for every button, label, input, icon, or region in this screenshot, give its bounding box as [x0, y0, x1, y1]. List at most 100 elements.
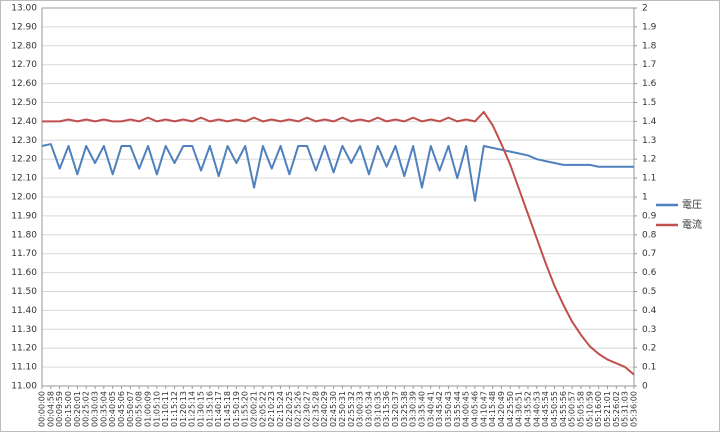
x-tick-label: 05:16:00	[594, 391, 603, 427]
y2-tick-label: 1.9	[642, 22, 657, 32]
y-tick-label: 13.00	[11, 4, 37, 14]
y-tick-label: 12.70	[11, 60, 37, 70]
legend-label: 電流	[682, 218, 702, 231]
x-tick-label: 03:00:33	[356, 391, 365, 427]
y-tick-label: 12.90	[11, 22, 37, 32]
plot-border	[41, 7, 635, 387]
y-tick-label: 11.50	[11, 287, 37, 297]
y2-tick-label: 1.3	[642, 136, 656, 146]
y2-tick-label: 0.4	[642, 306, 657, 316]
y2-tick-label: 1.7	[642, 60, 656, 70]
y2-tick-label: 0.3	[642, 325, 656, 335]
x-tick-label: 00:00:00	[38, 391, 47, 427]
y-tick-label: 12.60	[11, 79, 37, 89]
x-tick-label: 02:05:22	[258, 391, 267, 427]
y-tick-label: 12.30	[11, 136, 37, 146]
y-tick-label: 11.20	[11, 344, 37, 354]
x-tick-label: 04:05:46	[470, 391, 479, 427]
y2-tick-label: 1.1	[642, 174, 656, 184]
x-tick-label: 01:40:17	[214, 391, 223, 427]
x-tick-label: 01:20:13	[179, 391, 188, 427]
x-tick-label: 00:40:05	[108, 391, 117, 427]
x-tick-label: 01:30:15	[197, 391, 206, 427]
x-tick-label: 04:45:54	[541, 391, 550, 427]
y-tick-label: 12.40	[11, 117, 37, 127]
x-tick-label: 03:25:38	[400, 391, 409, 427]
y-tick-label: 11.30	[11, 325, 37, 335]
x-tick-label: 03:20:37	[391, 391, 400, 427]
x-tick-label: 01:45:18	[223, 391, 232, 427]
x-tick-label: 03:45:42	[435, 391, 444, 427]
y-tick-label: 11.00	[11, 382, 37, 392]
y-tick-label: 12.20	[11, 155, 37, 165]
y-tick-label: 11.70	[11, 249, 37, 259]
x-tick-label: 03:10:35	[373, 391, 382, 427]
x-tick-label: 01:35:16	[205, 391, 214, 427]
x-tick-label: 04:55:56	[559, 391, 568, 427]
x-tick-label: 05:00:57	[568, 391, 577, 427]
x-tick-label: 02:10:23	[267, 391, 276, 427]
x-tick-label: 05:05:58	[576, 391, 585, 427]
x-tick-label: 00:45:06	[117, 391, 126, 427]
x-tick-label: 00:35:04	[99, 391, 108, 427]
y2-tick-label: 0.8	[642, 230, 657, 240]
series-line	[41, 143, 634, 202]
y2-tick-label: 1.8	[642, 41, 657, 51]
y-tick-label: 11.40	[11, 306, 37, 316]
x-tick-label: 02:40:29	[320, 391, 329, 427]
y-tick-label: 11.80	[11, 230, 37, 240]
x-tick-label: 01:00:09	[144, 391, 153, 427]
x-tick-label: 01:55:20	[241, 391, 250, 427]
x-tick-label: 04:40:53	[532, 391, 541, 427]
y2-tick-label: 2	[642, 4, 648, 14]
y2-tick-label: 0.1	[642, 363, 656, 373]
y-tick-label: 11.90	[11, 211, 37, 221]
y2-tick-label: 1	[642, 193, 648, 203]
x-tick-label: 02:25:26	[294, 391, 303, 427]
x-tick-label: 05:26:02	[612, 391, 621, 427]
x-tick-label: 04:00:45	[462, 391, 471, 427]
x-tick-label: 04:35:52	[523, 391, 532, 427]
x-tick-label: 00:25:02	[82, 391, 91, 427]
y2-tick-label: 0.6	[642, 268, 657, 278]
x-tick-label: 02:15:24	[276, 391, 285, 427]
x-tick-label: 03:30:39	[409, 391, 418, 427]
x-tick-label: 01:15:12	[170, 391, 179, 427]
x-tick-label: 00:15:00	[64, 391, 73, 427]
x-tick-label: 01:05:10	[152, 391, 161, 427]
x-tick-label: 03:50:43	[444, 391, 453, 427]
x-tick-label: 04:25:50	[506, 391, 515, 427]
x-tick-label: 00:09:59	[55, 391, 64, 427]
y2-tick-label: 0	[642, 382, 648, 392]
series-line	[42, 110, 635, 376]
y2-tick-label: 1.5	[642, 98, 656, 108]
y-tick-label: 11.60	[11, 268, 37, 278]
y2-tick-label: 0.2	[642, 344, 656, 354]
x-tick-label: 04:10:47	[479, 391, 488, 427]
y2-tick-label: 0.9	[642, 211, 657, 221]
x-tick-label: 02:55:32	[347, 391, 356, 427]
y2-tick-label: 0.5	[642, 287, 656, 297]
x-tick-label: 05:10:59	[585, 391, 594, 427]
x-tick-label: 00:20:01	[73, 391, 82, 427]
x-tick-label: 02:50:31	[338, 391, 347, 427]
x-tick-label: 03:35:40	[417, 391, 426, 427]
x-tick-label: 02:30:27	[303, 391, 312, 427]
y-tick-label: 11.10	[11, 363, 37, 373]
x-tick-label: 02:00:21	[250, 391, 259, 427]
x-tick-label: 01:25:14	[188, 391, 197, 427]
y-tick-label: 12.80	[11, 41, 37, 51]
x-tick-label: 04:50:55	[550, 391, 559, 427]
x-tick-label: 00:50:07	[126, 391, 135, 427]
y2-tick-label: 1.4	[642, 117, 657, 127]
x-tick-label: 00:30:03	[91, 391, 100, 427]
x-tick-label: 04:15:48	[488, 391, 497, 427]
x-tick-label: 05:36:00	[630, 391, 639, 427]
y2-tick-label: 1.6	[642, 79, 657, 89]
x-tick-label: 03:05:34	[364, 391, 373, 427]
x-tick-label: 02:35:28	[311, 391, 320, 427]
x-tick-label: 00:55:08	[135, 391, 144, 427]
x-tick-label: 02:20:25	[285, 391, 294, 427]
y2-tick-label: 0.7	[642, 249, 656, 259]
x-tick-label: 04:20:49	[497, 391, 506, 427]
